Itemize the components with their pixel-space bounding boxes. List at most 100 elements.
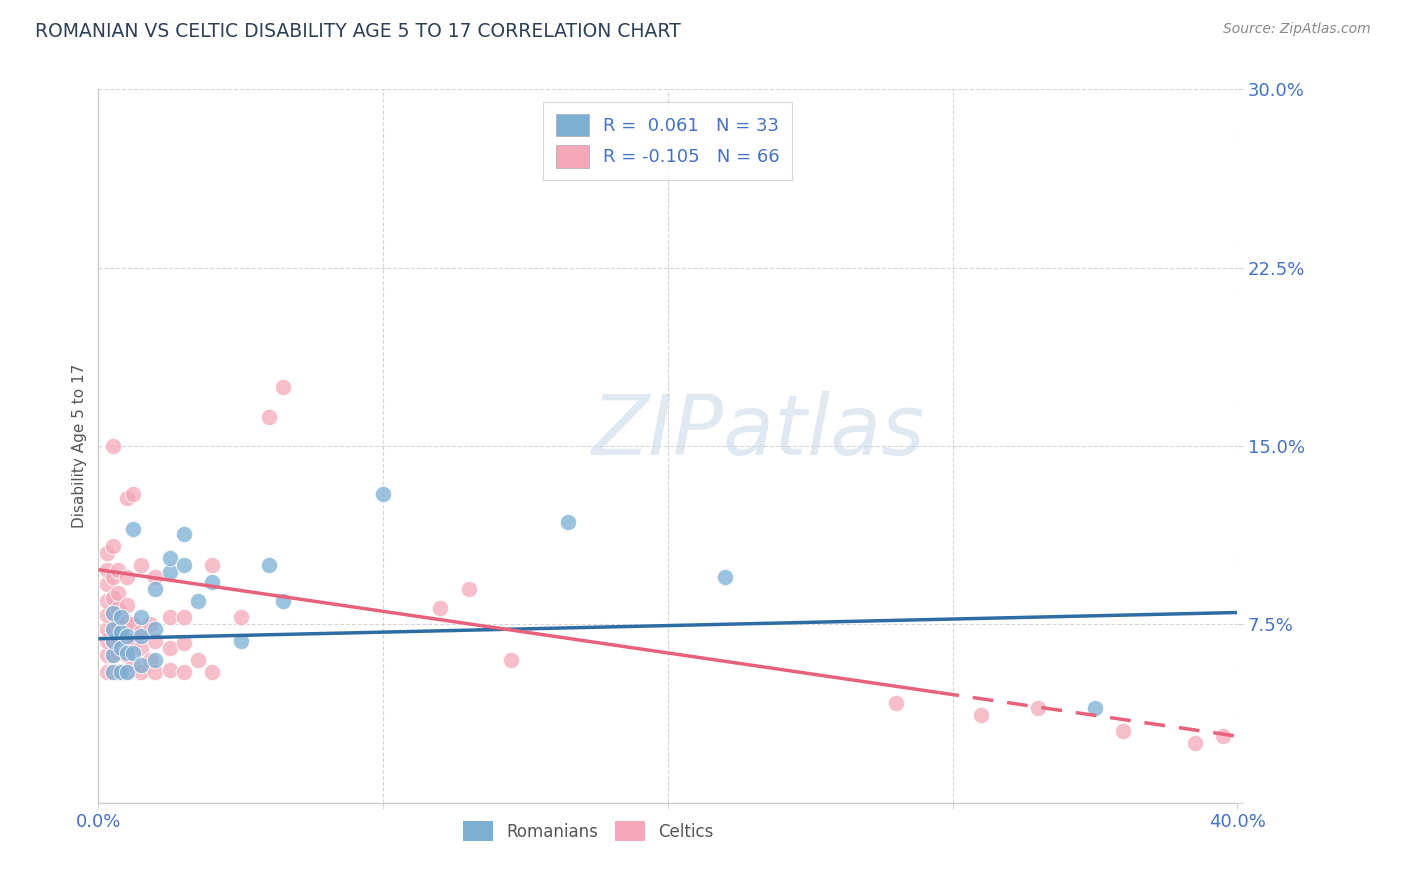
Point — [121, 617, 143, 632]
Point — [145, 665, 167, 679]
Point — [110, 665, 132, 679]
Point — [101, 570, 124, 584]
Text: ROMANIAN VS CELTIC DISABILITY AGE 5 TO 17 CORRELATION CHART: ROMANIAN VS CELTIC DISABILITY AGE 5 TO 1… — [35, 22, 681, 41]
Point — [115, 491, 138, 506]
Point — [96, 546, 118, 560]
Point — [714, 570, 737, 584]
Point — [129, 641, 152, 656]
Point — [173, 527, 195, 541]
Point — [273, 379, 295, 393]
Point — [96, 622, 118, 636]
Point — [96, 634, 118, 648]
Legend: Romanians, Celtics: Romanians, Celtics — [456, 814, 720, 848]
Point — [107, 600, 129, 615]
Point — [115, 615, 138, 629]
Point — [259, 558, 281, 572]
Point — [159, 550, 181, 565]
Point — [121, 657, 143, 672]
Point — [129, 665, 152, 679]
Point — [173, 558, 195, 572]
Point — [259, 410, 281, 425]
Point — [501, 653, 523, 667]
Point — [373, 486, 395, 500]
Point — [96, 593, 118, 607]
Point — [1212, 729, 1234, 743]
Point — [110, 624, 132, 639]
Point — [557, 515, 579, 529]
Point — [145, 582, 167, 596]
Point — [187, 593, 209, 607]
Point — [145, 570, 167, 584]
Point — [107, 665, 129, 679]
Point — [107, 617, 129, 632]
Point — [115, 632, 138, 646]
Point — [101, 648, 124, 663]
Point — [101, 439, 124, 453]
Point — [129, 610, 152, 624]
Point — [129, 558, 152, 572]
Point — [115, 648, 138, 663]
Y-axis label: Disability Age 5 to 17: Disability Age 5 to 17 — [72, 364, 87, 528]
Point — [96, 577, 118, 591]
Point — [201, 558, 224, 572]
Point — [201, 574, 224, 589]
Point — [145, 653, 167, 667]
Point — [1084, 700, 1107, 714]
Point — [1026, 700, 1049, 714]
Point — [429, 600, 451, 615]
Point — [159, 641, 181, 656]
Point — [145, 622, 167, 636]
Point — [970, 707, 993, 722]
Point — [107, 563, 129, 577]
Point — [101, 606, 124, 620]
Point — [101, 634, 124, 648]
Point — [1184, 736, 1206, 750]
Point — [138, 617, 160, 632]
Point — [96, 607, 118, 622]
Point — [101, 539, 124, 553]
Point — [115, 599, 138, 613]
Point — [1112, 724, 1135, 739]
Text: Source: ZipAtlas.com: Source: ZipAtlas.com — [1223, 22, 1371, 37]
Point — [145, 634, 167, 648]
Text: ZIPatlas: ZIPatlas — [592, 392, 925, 472]
Point — [115, 665, 138, 679]
Point — [96, 665, 118, 679]
Point — [173, 610, 195, 624]
Point — [121, 646, 143, 660]
Point — [101, 622, 124, 636]
Point — [121, 522, 143, 536]
Point — [101, 665, 124, 679]
Point — [107, 586, 129, 600]
Point — [159, 565, 181, 579]
Point — [129, 629, 152, 643]
Point — [187, 653, 209, 667]
Point — [121, 486, 143, 500]
Point — [101, 634, 124, 648]
Point — [101, 648, 124, 663]
Point — [273, 593, 295, 607]
Point — [201, 665, 224, 679]
Point — [229, 610, 252, 624]
Point — [129, 657, 152, 672]
Point — [115, 570, 138, 584]
Point — [121, 634, 143, 648]
Point — [101, 622, 124, 636]
Point — [115, 629, 138, 643]
Point — [138, 653, 160, 667]
Point — [110, 641, 132, 656]
Point — [110, 610, 132, 624]
Point — [159, 663, 181, 677]
Point — [107, 646, 129, 660]
Point — [173, 636, 195, 650]
Point — [107, 632, 129, 646]
Point — [96, 648, 118, 663]
Point — [173, 665, 195, 679]
Point — [115, 646, 138, 660]
Point — [101, 591, 124, 606]
Point — [159, 610, 181, 624]
Point — [229, 634, 252, 648]
Point — [101, 606, 124, 620]
Point — [457, 582, 479, 596]
Point — [129, 624, 152, 639]
